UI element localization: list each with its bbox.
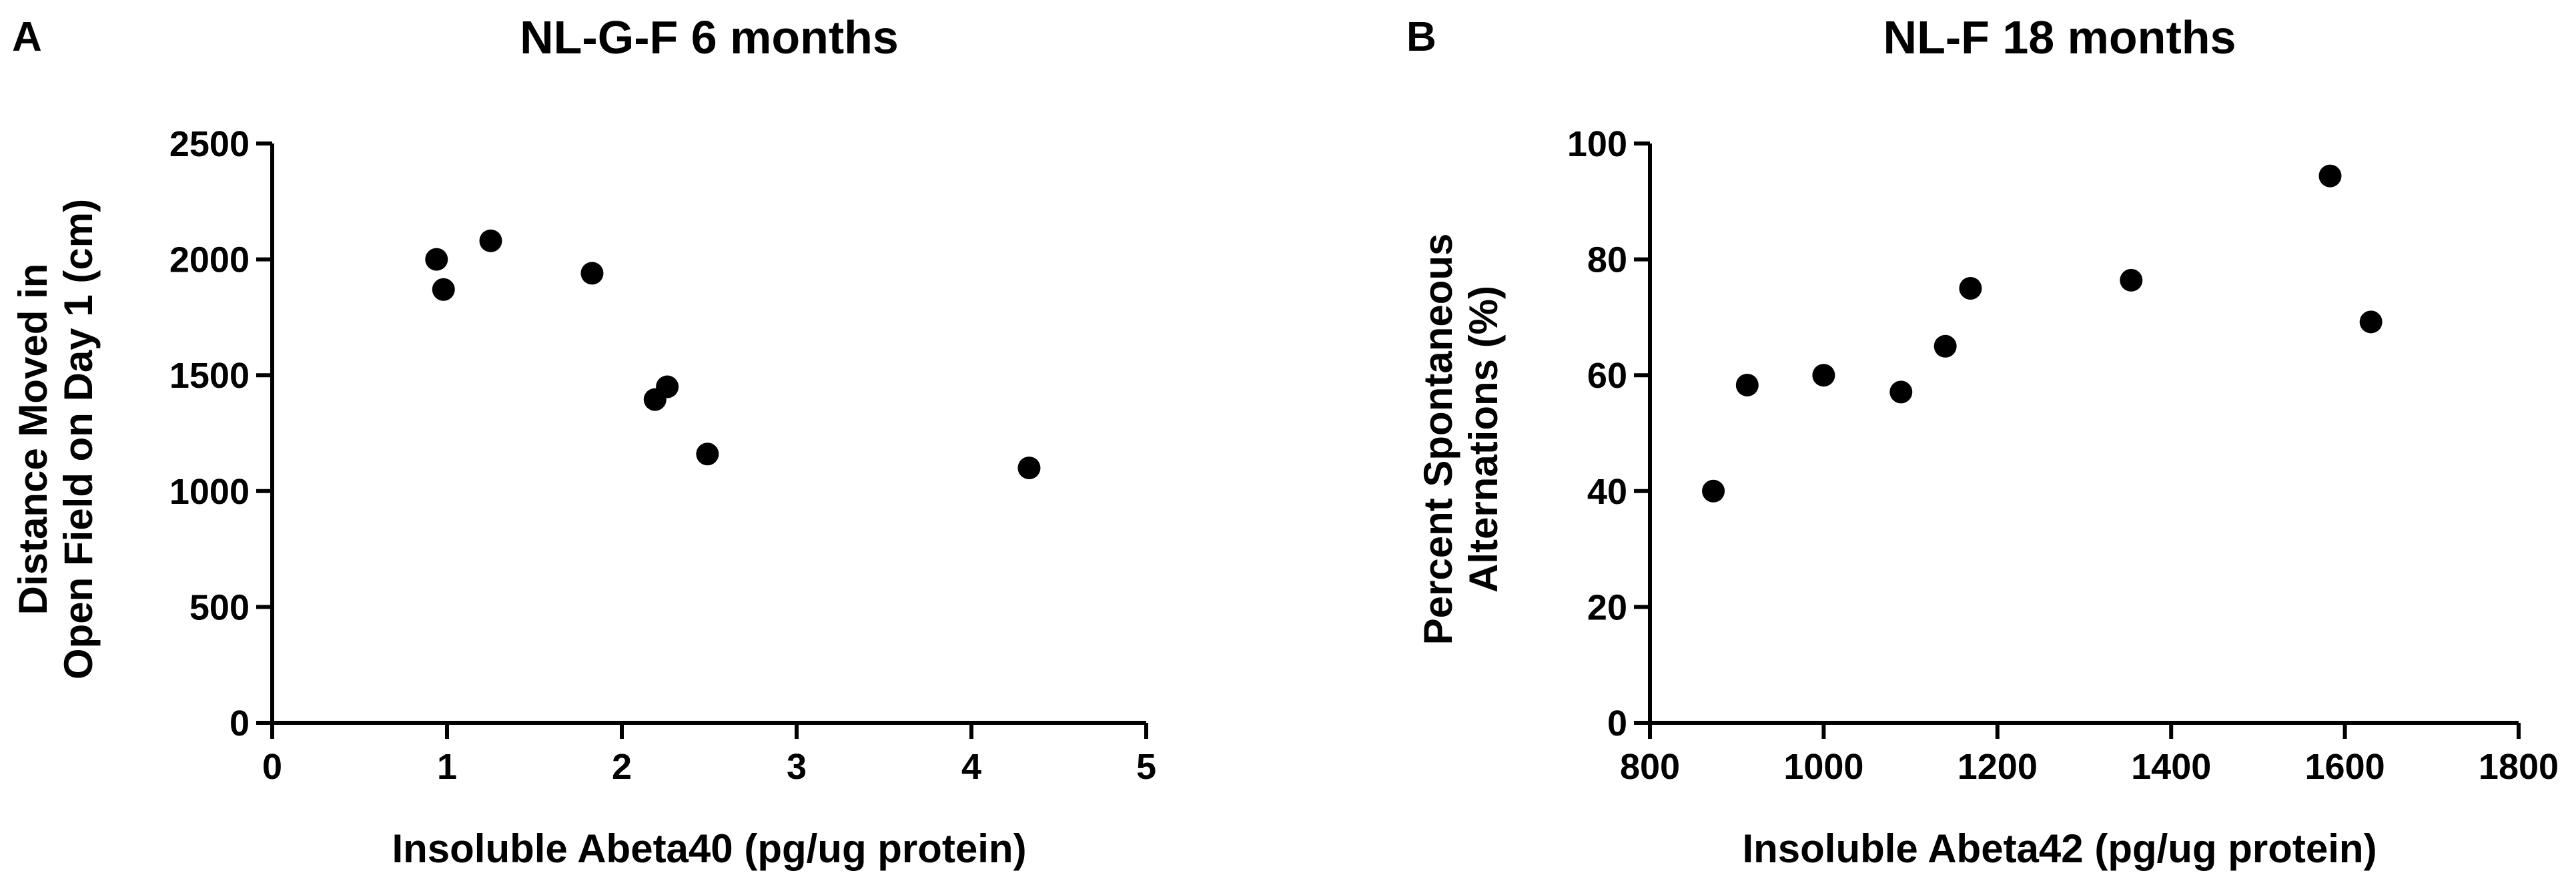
data-point-a: [425, 248, 448, 271]
y-axis-label-b: Percent Spontaneous Alternations (%): [1416, 234, 1506, 645]
y-tick-label-b: 20: [1587, 587, 1627, 627]
data-point-b: [2359, 310, 2383, 334]
data-point-a: [432, 278, 455, 301]
y-tick-label-b: 0: [1607, 703, 1627, 744]
data-point-b: [1812, 364, 1835, 387]
y-axis-label-a-line-1: Distance Moved in: [11, 264, 55, 615]
y-tick-label-a: 0: [230, 703, 250, 744]
data-point-b: [1735, 373, 1759, 396]
y-tick-label-a: 1500: [169, 356, 250, 396]
data-point-b: [1934, 334, 1957, 358]
x-tick-label-a: 5: [1136, 747, 1156, 787]
x-tick-label-b: 800: [1620, 747, 1680, 787]
x-tick-label-a: 0: [262, 747, 282, 787]
x-tick-label-a: 4: [961, 747, 981, 787]
x-axis-label-a: Insoluble Abeta40 (pg/ug protein): [392, 826, 1026, 871]
data-point-a: [580, 262, 604, 285]
data-point-a: [696, 442, 719, 466]
x-tick-label-b: 1000: [1783, 747, 1863, 787]
x-axis-label-b: Insoluble Abeta42 (pg/ug protein): [1742, 826, 2377, 871]
data-point-b: [1702, 479, 1725, 503]
y-tick-label-a: 2000: [169, 240, 250, 280]
chart-title-b: NL-F 18 months: [1883, 11, 2236, 63]
data-point-a: [479, 229, 502, 252]
panel-a: A NL-G-F 6 months Distance Moved in Open…: [11, 11, 1156, 871]
y-tick-label-b: 100: [1567, 124, 1627, 164]
data-point-a: [656, 375, 679, 398]
plot-area-b: 0 20 40 60 80 100 800 1000 1200 1400 1600 1800: [1567, 124, 2559, 787]
y-axis-label-a: Distance Moved in Open Field on Day 1 (c…: [11, 199, 101, 679]
panel-letter-b: B: [1406, 14, 1436, 60]
y-tick-label-a: 2500: [169, 124, 250, 164]
y-axis-label-b-line-1: Percent Spontaneous: [1416, 234, 1460, 645]
data-point-b: [1959, 277, 1982, 300]
y-axis-label-b-line-2: Alternations (%): [1461, 286, 1506, 593]
panel-b: B NL-F 18 months Percent Spontaneous Alt…: [1406, 11, 2559, 871]
data-point-b: [2120, 268, 2143, 292]
chart-title-a: NL-G-F 6 months: [520, 11, 899, 63]
x-tick-label-a: 3: [787, 747, 807, 787]
y-tick-label-a: 1000: [169, 472, 250, 512]
x-tick-label-a: 1: [437, 747, 457, 787]
data-point-a: [1017, 457, 1041, 480]
y-tick-label-b: 40: [1587, 472, 1627, 512]
data-point-b: [2318, 164, 2342, 188]
x-tick-label-b: 1200: [1958, 747, 2038, 787]
x-tick-label-b: 1600: [2305, 747, 2385, 787]
x-tick-label-b: 1400: [2131, 747, 2211, 787]
y-tick-label-b: 60: [1587, 356, 1627, 396]
data-point-b: [1889, 380, 1913, 404]
x-tick-label-b: 1800: [2479, 747, 2559, 787]
y-axis-label-a-line-2: Open Field on Day 1 (cm): [56, 199, 101, 679]
x-tick-label-a: 2: [612, 747, 632, 787]
plot-area-a: 0 500 1000 1500 2000 2500 0 1 2 3 4 5: [169, 124, 1156, 787]
y-tick-label-a: 500: [189, 587, 250, 627]
panel-letter-a: A: [12, 14, 42, 60]
y-tick-label-b: 80: [1587, 240, 1627, 280]
